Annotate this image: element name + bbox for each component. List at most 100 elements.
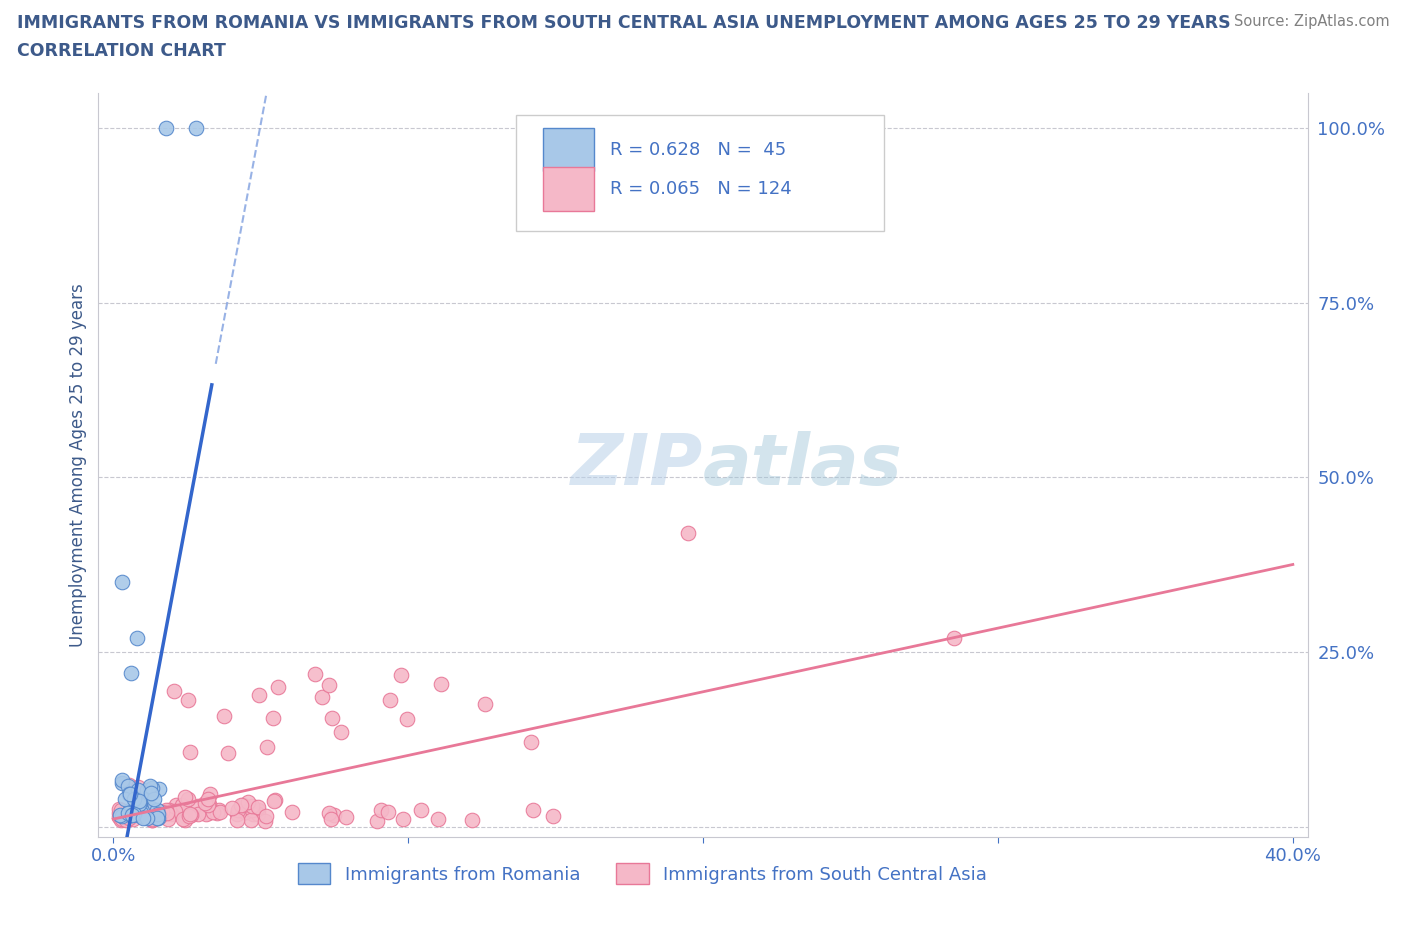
Point (318, 677, 340, 692)
Point (132, 810, 155, 825)
Point (520, 735, 543, 750)
Y-axis label: Unemployment Among Ages 25 to 29 years: Unemployment Among Ages 25 to 29 years (69, 283, 87, 647)
Point (121, 807, 143, 822)
Point (128, 797, 150, 812)
Point (157, 803, 180, 817)
Point (114, 807, 136, 822)
Point (366, 813, 388, 828)
Point (319, 812, 342, 827)
Point (118, 810, 141, 825)
Point (117, 778, 139, 793)
Point (942, 631, 965, 645)
Point (121, 804, 143, 818)
Text: IMMIGRANTS FROM ROMANIA VS IMMIGRANTS FROM SOUTH CENTRAL ASIA UNEMPLOYMENT AMONG: IMMIGRANTS FROM ROMANIA VS IMMIGRANTS FR… (17, 14, 1230, 32)
Point (460, 813, 482, 828)
Point (678, 525, 700, 540)
Point (124, 791, 146, 806)
Point (131, 810, 153, 825)
Point (132, 808, 155, 823)
Point (194, 807, 217, 822)
Legend: Immigrants from Romania, Immigrants from South Central Asia: Immigrants from Romania, Immigrants from… (291, 856, 994, 891)
Point (127, 782, 149, 797)
Point (127, 791, 149, 806)
Point (128, 801, 150, 816)
Point (150, 804, 173, 819)
FancyBboxPatch shape (543, 128, 595, 171)
Point (139, 786, 162, 801)
Point (129, 805, 152, 820)
Point (111, 809, 134, 824)
Point (145, 805, 167, 820)
Point (108, 807, 131, 822)
Point (149, 808, 172, 823)
Point (125, 631, 148, 645)
Point (247, 800, 270, 815)
Point (318, 805, 340, 820)
Point (110, 813, 132, 828)
Point (141, 813, 163, 828)
Point (141, 801, 163, 816)
Point (254, 808, 277, 823)
Point (229, 798, 252, 813)
Point (124, 805, 146, 820)
Point (142, 810, 165, 825)
Point (128, 797, 150, 812)
Point (225, 806, 247, 821)
Point (263, 711, 285, 725)
Point (411, 803, 433, 817)
Point (129, 804, 152, 818)
Point (264, 792, 287, 807)
Point (247, 803, 270, 817)
Point (267, 680, 290, 695)
Point (141, 780, 163, 795)
Point (128, 799, 150, 814)
Point (117, 805, 139, 820)
Point (395, 711, 418, 726)
Point (198, 787, 221, 802)
Point (155, 803, 177, 817)
Point (110, 803, 132, 817)
Point (111, 773, 134, 788)
Point (232, 798, 254, 813)
Point (226, 813, 249, 828)
Point (202, 804, 225, 819)
Point (281, 804, 304, 819)
Point (209, 804, 232, 819)
Point (108, 806, 131, 821)
Text: CORRELATION CHART: CORRELATION CHART (17, 42, 226, 60)
Point (142, 791, 165, 806)
Point (263, 793, 285, 808)
Point (177, 693, 200, 708)
Point (179, 806, 201, 821)
Point (391, 812, 413, 827)
Point (256, 739, 278, 754)
Point (329, 724, 352, 739)
Point (128, 804, 150, 819)
Point (249, 687, 271, 702)
Point (122, 807, 145, 822)
Point (135, 807, 157, 822)
Point (108, 810, 131, 825)
Point (138, 809, 160, 824)
Point (120, 665, 142, 680)
Point (322, 807, 344, 822)
Point (127, 780, 149, 795)
Point (207, 805, 229, 820)
Point (155, 805, 177, 820)
FancyBboxPatch shape (543, 167, 595, 210)
Point (247, 807, 270, 822)
Point (111, 812, 134, 827)
Point (197, 797, 219, 812)
Point (108, 802, 131, 817)
Point (174, 813, 197, 828)
Point (474, 697, 496, 711)
Point (233, 804, 256, 819)
Point (132, 800, 155, 815)
Point (184, 121, 207, 136)
Point (174, 809, 197, 824)
Point (132, 809, 155, 824)
Point (135, 810, 157, 825)
Point (155, 121, 177, 136)
Point (170, 798, 193, 813)
Point (145, 803, 167, 817)
